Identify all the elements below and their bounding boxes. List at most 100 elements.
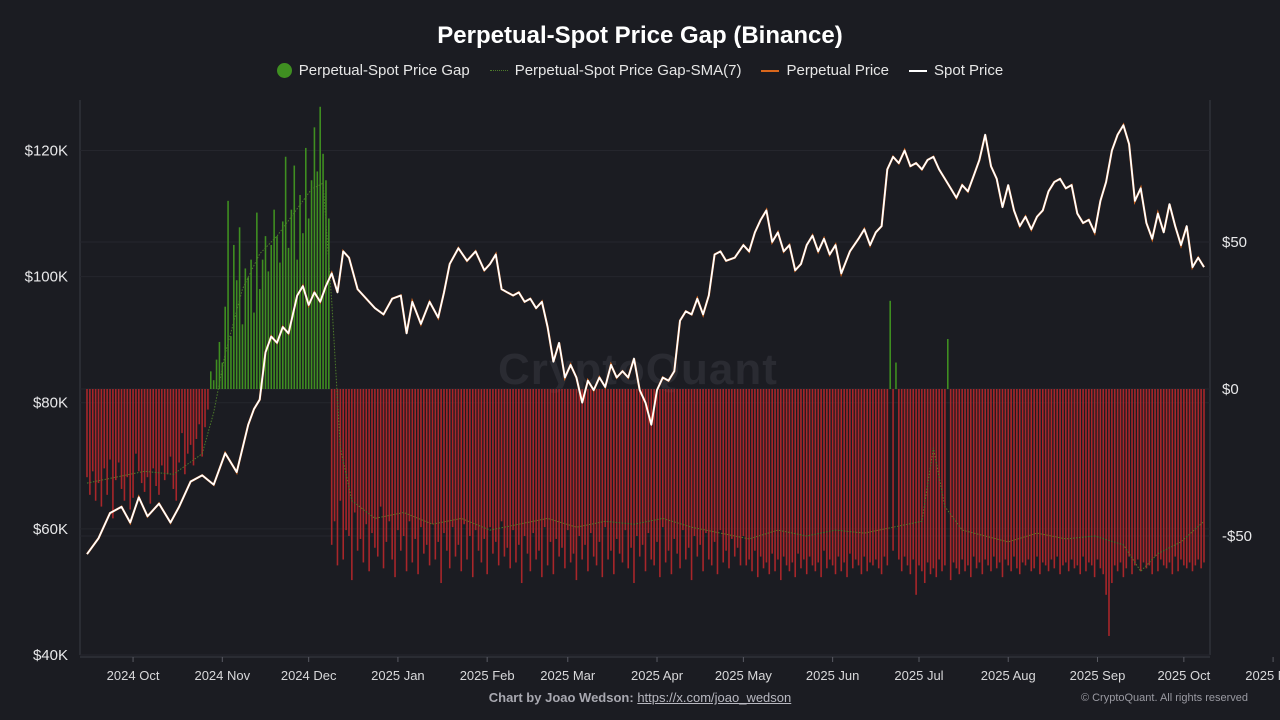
- gap-bar: [1185, 389, 1188, 569]
- gap-bar: [529, 389, 532, 572]
- gap-bar: [230, 336, 232, 389]
- copyright: © CryptoQuant. All rights reserved: [1080, 692, 1248, 704]
- gap-bar: [1050, 389, 1053, 560]
- gap-bar: [903, 389, 906, 557]
- gap-bar: [935, 389, 938, 578]
- gap-bar: [486, 389, 488, 575]
- gap-bar: [440, 389, 442, 584]
- gap-bar: [489, 389, 491, 528]
- gap-bar: [112, 389, 114, 519]
- gap-bar: [371, 389, 373, 534]
- legend-swatch-spot: [909, 69, 928, 72]
- gap-bar: [828, 389, 831, 560]
- legend-item-perpetual[interactable]: Perpetual Price: [761, 62, 889, 79]
- gap-bar: [938, 389, 940, 560]
- gap-bar: [552, 389, 555, 575]
- gap-bar: [941, 389, 943, 572]
- gap-bar: [581, 389, 583, 560]
- gap-bar: [351, 389, 353, 581]
- gap-bar: [797, 389, 799, 554]
- x-tick-label: 2025 Apr: [631, 668, 684, 683]
- gap-bar: [650, 389, 653, 560]
- gap-bar: [926, 389, 929, 563]
- gap-bar: [739, 389, 742, 566]
- gap-bar: [146, 389, 149, 478]
- gap-bar: [408, 389, 411, 522]
- gap-bar: [895, 362, 897, 389]
- gap-bar: [541, 389, 543, 578]
- legend-item-spot[interactable]: Spot Price: [909, 62, 1003, 79]
- gap-bar: [690, 389, 693, 581]
- gap-bar: [535, 389, 537, 560]
- gap-bar: [664, 389, 667, 563]
- gap-bar: [365, 389, 368, 525]
- legend-item-sma[interactable]: Perpetual-Spot Price Gap-SMA(7): [489, 62, 742, 79]
- gap-bar: [420, 389, 422, 528]
- gap-bar: [212, 380, 215, 389]
- footer-link[interactable]: https://x.com/joao_wedson: [637, 690, 792, 705]
- gap-bar: [886, 389, 889, 566]
- gap-bar: [446, 389, 448, 551]
- gap-bar: [670, 389, 673, 575]
- legend-label-sma: Perpetual-Spot Price Gap-SMA(7): [514, 62, 742, 79]
- gap-bar: [195, 389, 198, 439]
- gap-bar: [708, 389, 710, 560]
- gap-bar: [247, 277, 250, 389]
- gap-bar: [1191, 389, 1194, 572]
- gap-bar: [235, 280, 238, 389]
- gap-bar: [1116, 389, 1119, 572]
- gap-bar: [710, 389, 713, 566]
- gap-bar: [109, 389, 111, 460]
- gap-bar: [998, 389, 1001, 563]
- gap-bar: [503, 389, 506, 557]
- gap-bar: [163, 389, 166, 481]
- gap-bar: [621, 389, 624, 563]
- gap-bar: [480, 389, 483, 563]
- gap-bar: [949, 389, 952, 581]
- gap-bar: [653, 389, 655, 566]
- gap-bar: [1165, 389, 1168, 569]
- gap-bar: [984, 389, 986, 560]
- gap-bar: [840, 389, 843, 572]
- gap-bar: [558, 389, 560, 557]
- gap-bar: [1148, 389, 1151, 566]
- gap-bar: [135, 389, 137, 454]
- gap-bar: [912, 389, 915, 560]
- gap-bar: [946, 339, 949, 389]
- gap-bar: [330, 389, 333, 545]
- gap-bar: [633, 389, 635, 584]
- gap-bar: [1131, 389, 1133, 575]
- gap-bar: [140, 389, 143, 484]
- gap-bar: [854, 389, 857, 560]
- gap-bar: [1079, 389, 1081, 575]
- gap-bar: [647, 389, 650, 534]
- gap-bar: [221, 362, 224, 389]
- gap-bar: [149, 389, 152, 504]
- gap-bar: [909, 389, 912, 575]
- gap-bar: [172, 389, 175, 489]
- gap-bar: [279, 262, 281, 389]
- legend-label-perpetual: Perpetual Price: [786, 62, 890, 79]
- gap-bar: [898, 389, 900, 560]
- gap-bar: [460, 389, 463, 572]
- gap-bar: [610, 389, 612, 551]
- legend-item-gap[interactable]: Perpetual-Spot Price Gap: [276, 62, 470, 79]
- gap-bar: [791, 389, 794, 563]
- gap-bar: [91, 389, 94, 472]
- gap-bar: [592, 389, 595, 557]
- gap-bar: [1134, 389, 1136, 566]
- gap-bar: [1145, 389, 1148, 569]
- gap-bar: [218, 341, 221, 389]
- gap-bar: [748, 389, 750, 560]
- gap-bar: [166, 389, 169, 475]
- gap-bar: [1125, 389, 1128, 569]
- gap-bar: [509, 389, 511, 569]
- gap-bar: [181, 389, 183, 434]
- gap-bar: [1194, 389, 1197, 566]
- gap-bar: [1016, 389, 1018, 569]
- gap-bar: [575, 389, 578, 581]
- gap-bar: [843, 389, 845, 563]
- gap-bar: [506, 389, 509, 548]
- gap-bar: [595, 389, 598, 566]
- gap-bar: [1001, 389, 1004, 578]
